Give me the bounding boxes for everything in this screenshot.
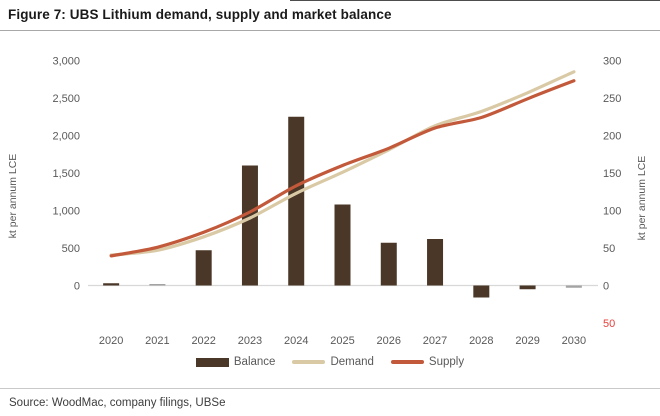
left-axis-title: kt per annum LCE	[7, 154, 19, 239]
bar-2022	[195, 250, 212, 286]
legend-item-supply: Supply	[390, 356, 465, 368]
bar-2029	[519, 285, 536, 290]
x-axis-label-2022: 2022	[191, 335, 215, 347]
right-axis-tick-0: 0	[603, 281, 609, 293]
left-axis-tick-3000: 3,000	[52, 56, 80, 68]
top-border-line	[290, 0, 660, 1]
x-axis-label-2021: 2021	[145, 335, 169, 347]
legend-item-balance: Balance	[195, 356, 276, 368]
bar-2026	[380, 242, 397, 286]
chart-legend: Balance Demand Supply	[0, 353, 660, 371]
right-axis-tick-200: 200	[603, 131, 621, 143]
bar-2025	[334, 204, 351, 286]
left-axis-tick-0: 0	[74, 281, 80, 293]
bar-2020	[103, 283, 120, 286]
demand-swatch-icon	[292, 360, 326, 364]
x-axis-label-2025: 2025	[330, 335, 354, 347]
x-axis-label-2020: 2020	[99, 335, 123, 347]
legend-label-supply: Supply	[428, 356, 465, 368]
x-axis-label-2030: 2030	[562, 335, 586, 347]
x-axis-label-2026: 2026	[377, 335, 401, 347]
balance-swatch-icon	[195, 357, 229, 367]
right-axis-tick-250: 250	[603, 93, 621, 105]
right-axis-tick-150: 150	[603, 168, 621, 180]
left-axis-tick-2000: 2,000	[52, 131, 80, 143]
source-divider	[0, 388, 660, 389]
figure-title: Figure 7: UBS Lithium demand, supply and…	[8, 7, 392, 22]
legend-label-balance: Balance	[233, 356, 276, 368]
bar-2023	[241, 165, 258, 286]
left-axis-tick-1000: 1,000	[52, 206, 80, 218]
right-axis-tick-100: 100	[603, 206, 621, 218]
chart-area: 0 500 1,000 1,500 2,000 2,500 3,000 50 0 50 100 150…	[0, 36, 660, 380]
left-axis-tick-500: 500	[62, 243, 80, 255]
title-divider	[0, 30, 660, 31]
supply-swatch-icon	[390, 360, 424, 364]
right-axis-tick-300: 300	[603, 56, 621, 68]
bar-2028	[473, 285, 490, 298]
right-axis-title: kt per annum LCE	[636, 156, 648, 241]
bar-2027	[427, 239, 444, 286]
x-axis-label-2023: 2023	[238, 335, 262, 347]
x-axis-label-2029: 2029	[515, 335, 539, 347]
legend-label-demand: Demand	[330, 356, 374, 368]
bar-2024	[288, 116, 305, 286]
source-text: Source: WoodMac, company filings, UBSe	[9, 397, 226, 409]
x-axis-label-2028: 2028	[469, 335, 493, 347]
chart-svg: 05001,0001,5002,0002,5003,00050050100150…	[7, 56, 648, 348]
left-axis-tick-1500: 1,500	[52, 168, 80, 180]
right-axis-tick--50: 50	[603, 318, 615, 330]
right-axis-tick-50: 50	[603, 243, 615, 255]
bar-2021	[149, 284, 166, 286]
left-axis-tick-2500: 2,500	[52, 93, 80, 105]
legend-item-demand: Demand	[292, 356, 374, 368]
line-demand	[109, 70, 576, 257]
x-axis-label-2027: 2027	[423, 335, 447, 347]
bar-2030	[565, 285, 582, 288]
line-supply	[109, 79, 576, 258]
x-axis-label-2024: 2024	[284, 335, 308, 347]
